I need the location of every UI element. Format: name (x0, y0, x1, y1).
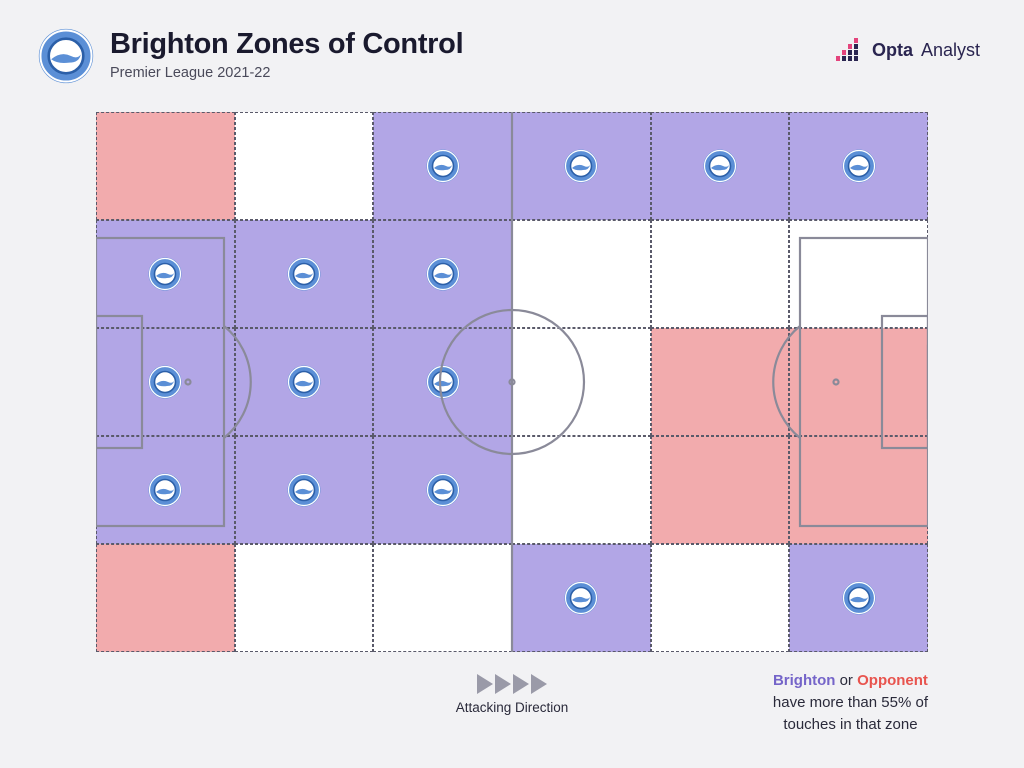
arrow-icon (477, 674, 493, 694)
zone-cell (789, 328, 928, 436)
legend-opponent: Opponent (857, 672, 928, 689)
zone-cell (235, 544, 374, 652)
zone-cell (651, 220, 790, 328)
zone-cell (373, 544, 512, 652)
zone-crest-icon (148, 365, 182, 399)
zone-cell (96, 544, 235, 652)
zone-crest-icon (426, 473, 460, 507)
chart-subtitle: Premier League 2021-22 (110, 65, 463, 81)
direction-label: Attacking Direction (456, 700, 569, 715)
zone-cell (96, 220, 235, 328)
zone-crest-icon (564, 149, 598, 183)
zone-cell (512, 112, 651, 220)
brand-logo: Opta Analyst (836, 38, 980, 62)
zone-crest-icon (842, 581, 876, 615)
zone-cell (96, 436, 235, 544)
legend-line-2: have more than 55% of (773, 692, 928, 714)
zone-crest-icon (426, 257, 460, 291)
zone-crest-icon (842, 149, 876, 183)
legend-team: Brighton (773, 672, 835, 689)
zone-cell (512, 220, 651, 328)
zone-cell (373, 112, 512, 220)
zone-crest-icon (148, 473, 182, 507)
zone-cell (96, 328, 235, 436)
brand-text-bold: Opta (872, 40, 913, 61)
arrow-icon (495, 674, 511, 694)
direction-arrows-icon (477, 674, 547, 694)
zone-crest-icon (426, 149, 460, 183)
zone-cell (373, 436, 512, 544)
zone-crest-icon (703, 149, 737, 183)
zone-crest-icon (287, 473, 321, 507)
zone-crest-icon (564, 581, 598, 615)
header: Brighton Zones of Control Premier League… (38, 28, 463, 84)
zone-cell (651, 328, 790, 436)
footer: Attacking Direction Brighton or Opponent… (96, 664, 928, 744)
zone-cell (373, 220, 512, 328)
zone-cell (512, 328, 651, 436)
zone-cell (373, 328, 512, 436)
zone-cell (789, 220, 928, 328)
zone-cell (235, 328, 374, 436)
arrow-icon (531, 674, 547, 694)
legend-line-1: Brighton or Opponent (773, 670, 928, 692)
zone-crest-icon (426, 365, 460, 399)
zone-cell (789, 112, 928, 220)
zone-cell (235, 436, 374, 544)
legend-line-3: touches in that zone (773, 714, 928, 736)
zone-crest-icon (287, 257, 321, 291)
zone-cell (512, 544, 651, 652)
legend: Brighton or Opponent have more than 55% … (773, 670, 928, 735)
arrow-icon (513, 674, 529, 694)
zone-cell (651, 112, 790, 220)
legend-or: or (835, 672, 857, 689)
brand-dots-icon (836, 38, 864, 62)
zone-cell (789, 544, 928, 652)
zone-crest-icon (287, 365, 321, 399)
zone-grid (96, 112, 928, 652)
zone-cell (96, 112, 235, 220)
zone-crest-icon (148, 257, 182, 291)
team-crest-icon (38, 28, 94, 84)
brand-text-light: Analyst (921, 40, 980, 61)
zone-cell (789, 436, 928, 544)
zone-cell (235, 220, 374, 328)
pitch-diagram (96, 112, 928, 652)
zone-cell (651, 544, 790, 652)
chart-title: Brighton Zones of Control (110, 28, 463, 61)
title-block: Brighton Zones of Control Premier League… (110, 28, 463, 81)
zone-cell (651, 436, 790, 544)
zone-cell (235, 112, 374, 220)
zone-cell (512, 436, 651, 544)
